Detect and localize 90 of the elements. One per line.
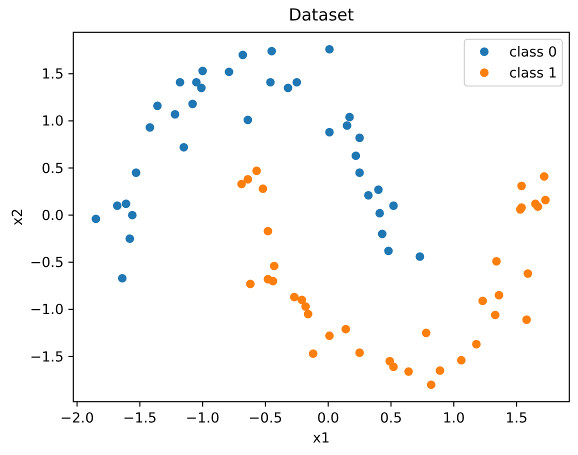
x-tick-label: 1.0	[442, 410, 465, 426]
x-axis-title: x1	[312, 430, 330, 446]
x-tick-label: 0.5	[380, 410, 402, 426]
point	[92, 214, 100, 224]
point	[374, 185, 383, 194]
point	[270, 262, 279, 270]
point	[238, 50, 248, 60]
point	[378, 230, 386, 238]
y-tick-label: 0.5	[42, 160, 64, 177]
point	[478, 296, 487, 306]
point	[494, 290, 504, 300]
point	[237, 180, 246, 188]
y-tick-label: 1.5	[42, 66, 64, 83]
point	[128, 210, 137, 220]
point	[146, 123, 154, 132]
point	[246, 280, 255, 288]
point	[436, 366, 444, 375]
point	[517, 182, 526, 190]
point	[490, 310, 500, 320]
point	[534, 202, 542, 211]
point	[389, 201, 398, 210]
point	[188, 100, 197, 108]
point	[126, 234, 134, 243]
point	[284, 84, 292, 92]
point	[252, 166, 261, 176]
point	[244, 116, 252, 124]
point	[264, 226, 272, 236]
point	[292, 78, 302, 87]
x-tick-label: −1.5	[122, 410, 157, 426]
y-tick-label: −1.5	[30, 349, 64, 366]
point	[268, 276, 278, 286]
point	[153, 102, 162, 110]
point	[345, 112, 354, 122]
point	[355, 348, 364, 357]
point	[375, 208, 384, 218]
point	[492, 256, 501, 266]
point	[355, 134, 364, 142]
x-tick-label: −0.5	[248, 410, 282, 426]
point	[352, 151, 360, 160]
point	[266, 78, 275, 87]
point	[118, 274, 127, 283]
point	[341, 324, 350, 334]
point	[192, 78, 201, 87]
point	[524, 269, 532, 278]
point	[176, 78, 184, 87]
point	[122, 200, 130, 208]
point	[355, 168, 364, 178]
point	[522, 315, 531, 324]
point	[540, 172, 548, 181]
chart-title: Dataset	[288, 4, 354, 24]
point	[224, 68, 234, 76]
point	[267, 46, 276, 56]
point	[180, 142, 188, 152]
x-tick-label: 1.5	[506, 410, 528, 426]
y-tick-label: 1.0	[42, 114, 64, 130]
point	[304, 310, 312, 318]
point	[364, 191, 373, 200]
point	[244, 175, 252, 184]
point	[258, 184, 268, 194]
x-tick-label: 0.0	[317, 410, 340, 426]
point	[198, 66, 207, 76]
point	[541, 196, 550, 204]
x-tick-label: −2.0	[60, 410, 94, 426]
point	[170, 110, 180, 119]
point	[290, 292, 299, 302]
point	[112, 201, 122, 210]
point	[457, 356, 466, 365]
legend-label: class 1	[509, 66, 558, 82]
point	[342, 121, 352, 130]
y-tick-label: −1.0	[30, 302, 64, 318]
point	[472, 340, 481, 349]
point	[301, 302, 310, 311]
point	[422, 328, 430, 338]
point	[416, 252, 424, 261]
point	[298, 296, 306, 304]
y-tick-label: 0.0	[42, 208, 64, 224]
point	[325, 128, 334, 136]
point	[308, 349, 318, 358]
point	[426, 380, 436, 390]
point	[325, 331, 334, 340]
legend-label: class 0	[509, 44, 558, 61]
point	[384, 246, 393, 256]
y-axis-title: x2	[10, 208, 26, 226]
point	[325, 44, 334, 54]
point	[197, 84, 206, 92]
point	[404, 367, 413, 376]
point	[132, 168, 140, 178]
x-tick-label: −1.0	[186, 410, 220, 426]
y-tick-label: −0.5	[30, 255, 64, 272]
point	[389, 362, 398, 372]
